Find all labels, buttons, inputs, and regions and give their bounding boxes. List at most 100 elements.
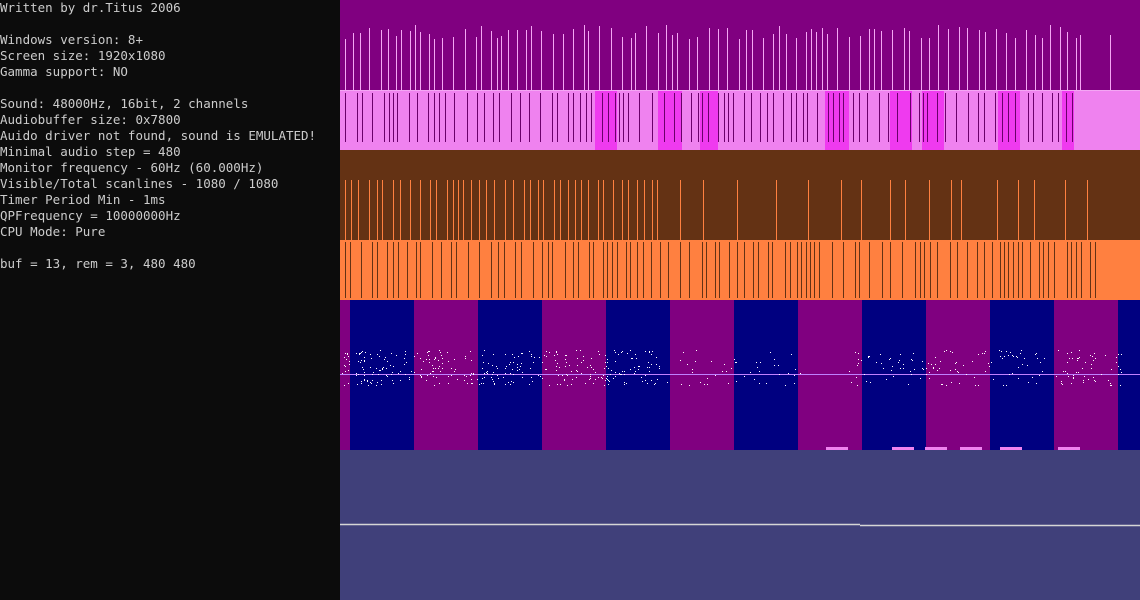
- scatter-dot: [567, 375, 568, 376]
- scatter-dot: [364, 372, 365, 373]
- scatter-dot: [923, 369, 924, 370]
- scatter-dot: [704, 384, 705, 385]
- scatter-dot: [857, 385, 858, 386]
- timing-band-brown-ticks: [340, 150, 1140, 240]
- scatter-dot: [392, 380, 393, 381]
- log-line: CPU Mode: Pure: [0, 224, 106, 239]
- scatter-dot: [641, 377, 642, 378]
- scatter-dot: [791, 354, 792, 355]
- scatter-dot: [750, 372, 751, 373]
- scatter-dot: [426, 359, 427, 360]
- scatter-dot: [435, 368, 436, 369]
- scatter-dot: [471, 379, 472, 380]
- scatter-dot: [558, 375, 559, 376]
- scatter-dot: [348, 356, 349, 357]
- scatter-dot: [417, 353, 418, 354]
- scatter-dot: [405, 351, 406, 352]
- scatter-dot: [1083, 380, 1084, 381]
- scatter-dot: [510, 373, 511, 374]
- scatter-dot: [861, 360, 862, 361]
- scatter-dot: [626, 383, 627, 384]
- scatter-dot: [1094, 353, 1095, 354]
- scatter-dot: [567, 385, 568, 386]
- scatter-dot: [607, 376, 608, 377]
- scatter-dot: [692, 372, 693, 373]
- scatter-dot: [454, 371, 455, 372]
- scatter-dot: [521, 363, 522, 364]
- scatter-dot: [794, 375, 795, 376]
- scatter-dot: [911, 374, 912, 375]
- scatter-dot: [556, 351, 557, 352]
- scatter-dot: [517, 367, 518, 368]
- scatter-dot: [587, 367, 588, 368]
- scatter-dot: [359, 354, 360, 355]
- scatter-dot: [989, 366, 990, 367]
- scatter-dot: [700, 382, 701, 383]
- scatter-dot: [1116, 357, 1117, 358]
- scatter-dot: [985, 351, 986, 352]
- scatter-dot: [757, 367, 758, 368]
- scatter-dot: [357, 384, 358, 385]
- scatter-dot: [1040, 362, 1041, 363]
- scatter-dot: [457, 379, 458, 380]
- scatter-dot: [946, 385, 947, 386]
- scatter-dot: [347, 354, 348, 355]
- scatter-dot: [569, 365, 570, 366]
- scatter-dot: [576, 350, 577, 351]
- scatter-dot: [638, 369, 639, 370]
- scatter-dot: [581, 362, 582, 363]
- scatter-dot: [364, 375, 365, 376]
- scatter-dot: [440, 371, 441, 372]
- scatter-dot: [430, 373, 431, 374]
- scatter-dot: [1071, 352, 1072, 353]
- scatter-dot: [345, 366, 346, 367]
- scatter-dot: [634, 373, 635, 374]
- scatter-dot: [471, 383, 472, 384]
- scatter-dot: [1071, 383, 1072, 384]
- scatter-dot: [429, 351, 430, 352]
- scatter-dot: [1068, 376, 1069, 377]
- scatter-dot: [908, 384, 909, 385]
- scatter-dot: [404, 358, 405, 359]
- scatter-dot: [360, 362, 361, 363]
- scatter-dot: [484, 350, 485, 351]
- scatter-dot: [440, 352, 441, 353]
- scatter-dot: [361, 381, 362, 382]
- scatter-dot: [414, 372, 415, 373]
- scatter-dot: [492, 365, 493, 366]
- scatter-dot: [651, 364, 652, 365]
- scatter-dot: [689, 385, 690, 386]
- scatter-dot: [681, 384, 682, 385]
- scatter-dot: [421, 369, 422, 370]
- scatter-dot: [956, 362, 957, 363]
- scatter-dot: [707, 384, 708, 385]
- scatter-dot: [620, 374, 621, 375]
- scatter-dot: [465, 356, 466, 357]
- scatter-dot: [935, 357, 936, 358]
- scatter-dot: [382, 368, 383, 369]
- timing-band-pink-ticks: [340, 90, 1140, 150]
- scatter-dot: [881, 363, 882, 364]
- scatter-dot: [605, 380, 606, 381]
- log-line: Visible/Total scanlines - 1080 / 1080: [0, 176, 279, 191]
- scatter-dot: [1058, 350, 1059, 351]
- scatter-dot: [549, 352, 550, 353]
- scatter-dot: [696, 350, 697, 351]
- scatter-dot: [367, 380, 368, 381]
- scatter-dot: [365, 352, 366, 353]
- scatter-dot: [580, 350, 581, 351]
- scatter-dot: [517, 364, 518, 365]
- scatter-dot: [494, 384, 495, 385]
- scatter-dot: [473, 373, 474, 374]
- scatter-dot: [928, 363, 929, 364]
- scatter-dot: [376, 368, 377, 369]
- scatter-dot: [465, 358, 466, 359]
- scatter-dot: [360, 353, 361, 354]
- scatter-dot: [404, 364, 405, 365]
- scatter-dot: [439, 383, 440, 384]
- scatter-dot: [448, 376, 449, 377]
- scatter-dot: [692, 369, 693, 370]
- scatter-dot: [656, 357, 657, 358]
- scatter-dot: [756, 362, 757, 363]
- scatter-dot: [492, 374, 493, 375]
